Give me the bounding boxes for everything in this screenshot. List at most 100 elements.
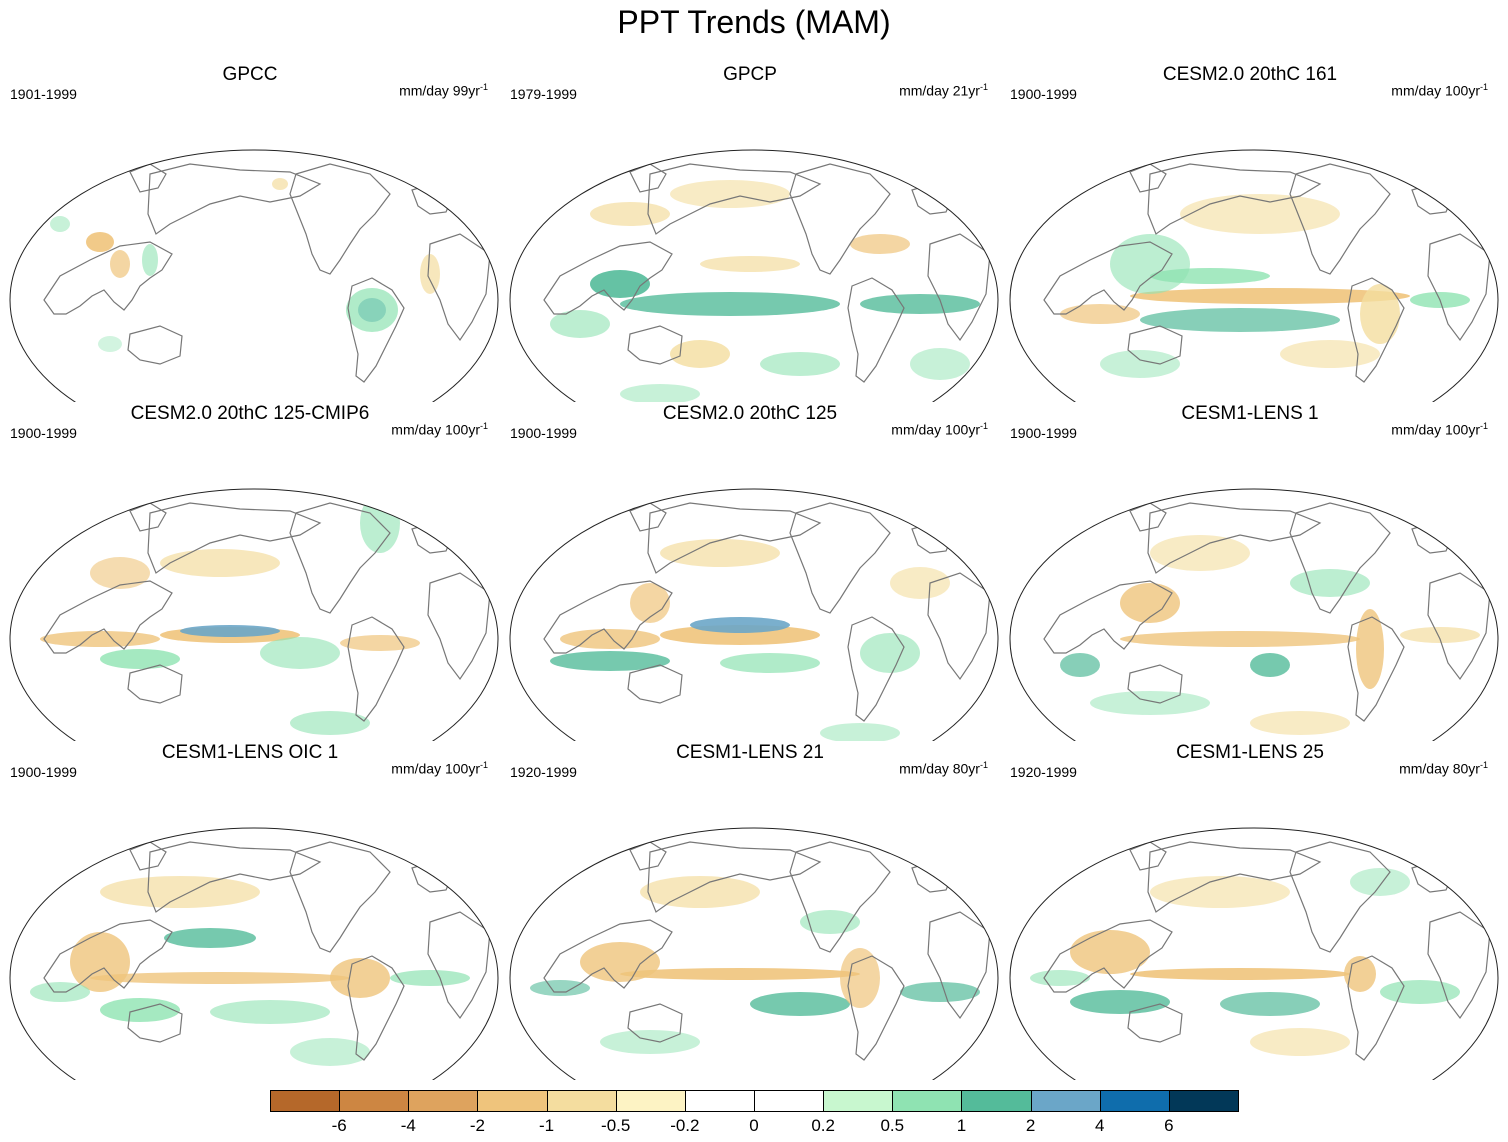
trend-field — [1130, 968, 1350, 980]
coastline — [289, 163, 391, 275]
trend-field — [1250, 711, 1350, 735]
trend-field — [160, 549, 280, 577]
trend-field — [1220, 992, 1320, 1016]
coastline — [347, 955, 405, 1061]
coastline — [427, 233, 491, 342]
colorbar-box — [684, 1090, 755, 1112]
coastline — [43, 919, 173, 993]
trend-field — [690, 617, 790, 633]
world-map — [9, 827, 499, 1080]
coastline — [789, 502, 891, 614]
colorbar-box — [1030, 1090, 1101, 1112]
colorbar-box — [823, 1090, 894, 1112]
coastline — [1043, 919, 1173, 993]
trend-field — [670, 340, 730, 368]
colorbar-box — [754, 1090, 825, 1112]
coastline — [289, 502, 391, 614]
trend-field — [1400, 627, 1480, 643]
coastline — [427, 572, 491, 681]
coastline — [1347, 616, 1405, 722]
colorbar-label: 1 — [956, 1116, 967, 1135]
trend-field — [290, 1038, 370, 1066]
coastline — [1043, 580, 1173, 654]
coastline — [927, 233, 991, 342]
coastline — [789, 163, 891, 275]
coastline — [1127, 664, 1183, 704]
units-exponent: -1 — [1479, 82, 1488, 92]
units-exponent: -1 — [479, 421, 488, 431]
world-map — [509, 149, 999, 402]
trend-field — [900, 982, 980, 1002]
map-border — [509, 149, 999, 402]
trend-field — [720, 653, 820, 673]
trend-field — [346, 288, 398, 332]
trend-field — [1060, 653, 1100, 677]
trend-field — [1140, 308, 1340, 332]
trend-field — [1120, 583, 1180, 623]
units-exponent: -1 — [979, 760, 988, 770]
trend-field — [1060, 304, 1140, 324]
colorbar-label: -0.5 — [601, 1116, 631, 1135]
trend-field — [840, 948, 880, 1008]
coastline — [1147, 841, 1322, 913]
panel-units: mm/day 80yr-1 — [1399, 760, 1488, 777]
coastline — [647, 163, 822, 235]
trend-field — [100, 876, 260, 908]
trend-field — [1100, 350, 1180, 378]
world-map — [9, 149, 499, 402]
trend-field — [1110, 234, 1190, 294]
coastline — [147, 502, 322, 574]
panel-period: 1900-1999 — [10, 764, 77, 780]
trend-field — [600, 1030, 700, 1054]
colorbar-box — [546, 1090, 617, 1112]
panel-period: 1920-1999 — [1010, 764, 1077, 780]
trend-field — [1180, 194, 1340, 234]
trend-field — [750, 992, 850, 1016]
panel-period: 1900-1999 — [510, 425, 577, 441]
trend-field — [800, 910, 860, 934]
colorbar — [270, 1090, 1239, 1114]
panel-period: 1900-1999 — [1010, 86, 1077, 102]
colorbar-box — [961, 1090, 1032, 1112]
panel-units: mm/day 99yr-1 — [399, 82, 488, 99]
map-border — [9, 827, 499, 1080]
colorbar-box — [1099, 1090, 1170, 1112]
trend-field — [910, 348, 970, 380]
panel-title: CESM2.0 20thC 161 — [1162, 64, 1338, 85]
colorbar-label: 0.5 — [880, 1116, 905, 1135]
coastline — [1347, 955, 1405, 1061]
trend-field — [1070, 990, 1170, 1014]
coastline — [1427, 911, 1491, 1020]
colorbar-box — [477, 1090, 548, 1112]
colorbar-box — [270, 1090, 341, 1112]
coastline — [1127, 1003, 1183, 1043]
trend-field — [660, 539, 780, 567]
trend-field — [164, 928, 256, 948]
trend-field — [550, 651, 670, 671]
colorbar-label: -2 — [469, 1116, 485, 1135]
trend-field — [760, 352, 840, 376]
panel-title: CESM1-LENS 25 — [1176, 742, 1324, 763]
coastline — [847, 616, 905, 722]
panel-title: GPCC — [222, 64, 278, 85]
colorbar-label: 0 — [749, 1116, 759, 1135]
colorbar-label: 6 — [1164, 1116, 1174, 1135]
colorbar-label: 0.2 — [811, 1116, 835, 1135]
panel-units: mm/day 100yr-1 — [391, 421, 488, 438]
trend-field — [70, 932, 130, 992]
coastline — [789, 841, 891, 953]
coastline — [627, 1003, 683, 1043]
trend-field — [620, 292, 840, 316]
coastline — [347, 277, 405, 383]
coastline — [1347, 277, 1405, 383]
units-exponent: -1 — [979, 421, 988, 431]
trend-field — [1250, 1028, 1350, 1056]
trend-field — [290, 711, 370, 735]
trend-field — [1280, 340, 1380, 368]
map-panel: CESM2.0 20thC 161 1900-1999 mm/day 100yr-1 — [1000, 64, 1500, 402]
trend-field — [142, 244, 158, 276]
panel-period: 1920-1999 — [510, 764, 577, 780]
units-exponent: -1 — [479, 760, 488, 770]
coastline — [43, 241, 173, 315]
trend-field — [1120, 631, 1360, 647]
